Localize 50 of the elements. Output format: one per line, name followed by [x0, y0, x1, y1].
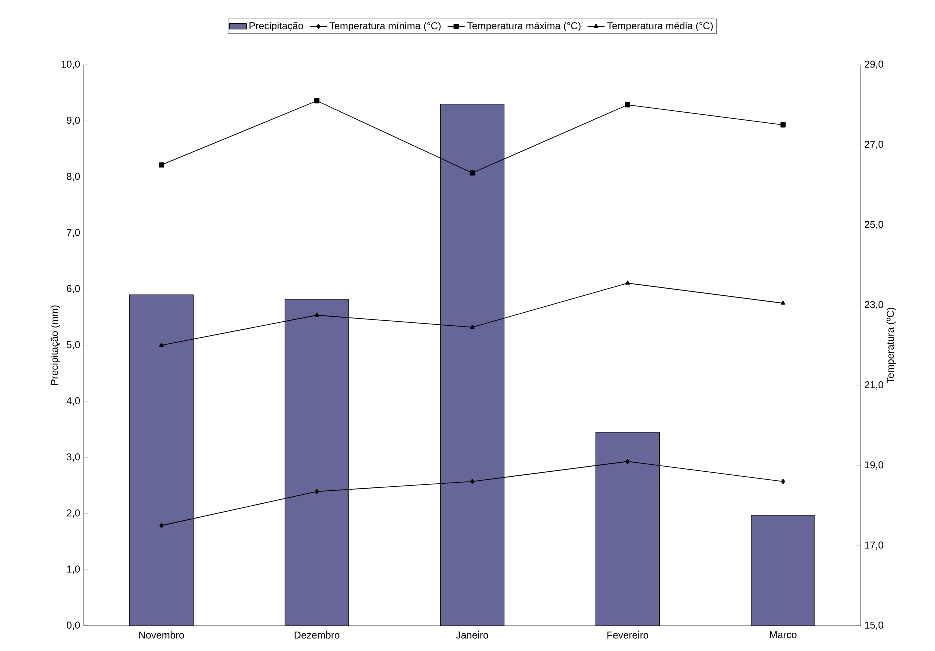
- point: [314, 98, 320, 104]
- x-tick-label: Dezembro: [294, 632, 340, 639]
- x-tick-label: Marco: [770, 632, 797, 638]
- bar: [596, 432, 660, 626]
- bar: [285, 299, 349, 626]
- y2-tick-label: 25,0: [865, 221, 884, 230]
- point: [626, 459, 630, 464]
- bar: [130, 295, 194, 626]
- bar: [751, 515, 816, 626]
- point: [626, 280, 630, 285]
- y-tick-label: 10,0: [62, 60, 80, 70]
- y-axis-title: Precipitação (mm): [50, 306, 60, 386]
- point: [314, 312, 320, 317]
- legend-label: Precipitação: [250, 22, 304, 32]
- point: [470, 324, 475, 329]
- point: [625, 102, 630, 108]
- y-tick-label: 3,0: [67, 454, 80, 462]
- y-tick-label: 6,0: [67, 285, 80, 294]
- x-tick-label: Novembro: [140, 632, 184, 639]
- y2-axis-title: Temperatura (ºC): [886, 308, 896, 384]
- point: [159, 342, 164, 347]
- y2-tick-label: 17,0: [865, 542, 884, 550]
- y-tick-label: 0,0: [67, 622, 80, 630]
- point: [780, 122, 786, 128]
- point: [160, 523, 164, 528]
- y-tick-label: 4,0: [66, 397, 80, 406]
- point: [315, 489, 320, 494]
- y-tick-label: 1,0: [67, 566, 80, 574]
- y2-tick-label: 15,0: [865, 622, 884, 630]
- y2-tick-label: 19,0: [865, 462, 884, 470]
- point: [159, 162, 164, 168]
- point: [781, 300, 786, 305]
- y-tick-label: 9,0: [67, 116, 80, 126]
- point: [470, 479, 475, 484]
- y-tick-label: 5,0: [67, 341, 80, 350]
- bar: [440, 104, 504, 626]
- point: [781, 479, 786, 484]
- x-tick-label: Janeiro: [456, 632, 488, 639]
- y-tick-label: 7,0: [67, 229, 80, 238]
- y2-tick-label: 23,0: [865, 301, 884, 310]
- y-tick-label: 2,0: [67, 510, 80, 518]
- legend-label: Temperatura média (°C): [607, 22, 713, 32]
- legend-label: Temperatura mínima (°C): [330, 22, 441, 32]
- y-tick-label: 8,0: [67, 173, 80, 182]
- y2-tick-label: 27,0: [865, 141, 884, 150]
- y2-tick-label: 29,0: [865, 60, 884, 70]
- point: [470, 170, 476, 176]
- legend-label: Temperatura máxima (°C): [468, 22, 581, 32]
- x-tick-label: Fevereiro: [608, 632, 649, 639]
- y2-tick-label: 21,0: [865, 381, 884, 390]
